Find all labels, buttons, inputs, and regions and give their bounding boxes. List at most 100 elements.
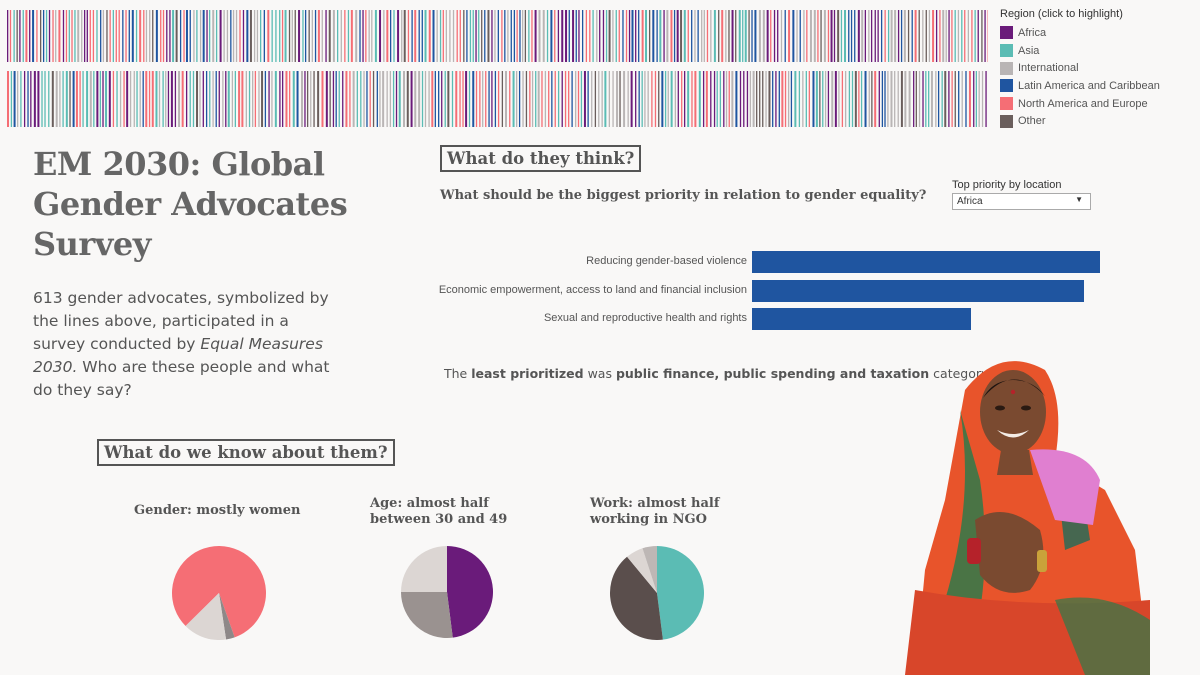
participant-line[interactable] <box>951 10 953 62</box>
participant-line[interactable] <box>72 71 75 127</box>
participant-line[interactable] <box>313 71 315 127</box>
pie-slice[interactable] <box>401 546 447 592</box>
participant-line[interactable] <box>518 71 521 127</box>
participant-line[interactable] <box>10 71 13 127</box>
participant-line[interactable] <box>135 10 138 62</box>
participant-line[interactable] <box>808 71 810 127</box>
participant-line[interactable] <box>877 10 879 62</box>
participant-line[interactable] <box>321 10 323 62</box>
participant-line[interactable] <box>223 10 225 62</box>
participant-line[interactable] <box>837 10 840 62</box>
participant-line[interactable] <box>710 10 712 62</box>
participant-line[interactable] <box>386 10 389 62</box>
participant-line[interactable] <box>372 71 375 127</box>
participant-line[interactable] <box>731 71 734 127</box>
participant-line[interactable] <box>971 10 973 62</box>
participant-line[interactable] <box>694 10 696 62</box>
participant-line[interactable] <box>459 71 461 127</box>
participant-line[interactable] <box>212 10 215 62</box>
legend-item-africa[interactable]: Africa <box>1000 24 1195 42</box>
participant-line[interactable] <box>664 71 667 127</box>
participant-line[interactable] <box>815 71 818 127</box>
participant-line[interactable] <box>602 10 605 62</box>
participant-line[interactable] <box>784 10 786 62</box>
participant-line[interactable] <box>206 10 208 62</box>
participant-line[interactable] <box>99 71 101 127</box>
participant-line[interactable] <box>185 71 188 127</box>
participant-line[interactable] <box>360 71 362 127</box>
participant-line[interactable] <box>112 71 115 127</box>
participant-line[interactable] <box>864 71 867 127</box>
legend-item-north-america-and-europe[interactable]: North America and Europe <box>1000 95 1195 113</box>
pie-slice[interactable] <box>219 593 235 640</box>
participant-line[interactable] <box>45 10 48 62</box>
participant-line[interactable] <box>687 71 690 127</box>
participant-line[interactable] <box>279 71 281 127</box>
participant-line[interactable] <box>29 10 31 62</box>
participant-line[interactable] <box>501 71 504 127</box>
participant-line[interactable] <box>773 10 776 62</box>
participant-line[interactable] <box>564 71 567 127</box>
participant-line[interactable] <box>123 71 125 127</box>
participant-line[interactable] <box>306 71 309 127</box>
participant-line[interactable] <box>82 71 84 127</box>
participant-line[interactable] <box>770 10 772 62</box>
participant-line[interactable] <box>778 71 780 127</box>
participant-line[interactable] <box>868 10 870 62</box>
participant-line[interactable] <box>618 10 620 62</box>
participant-line[interactable] <box>670 71 673 127</box>
participant-line[interactable] <box>942 10 945 62</box>
priority-bar-row[interactable]: Economic empowerment, access to land and… <box>380 280 1120 302</box>
participant-line[interactable] <box>281 71 284 127</box>
pie-slice[interactable] <box>610 556 663 640</box>
participant-line[interactable] <box>884 71 886 127</box>
participant-line[interactable] <box>890 10 893 62</box>
participant-line[interactable] <box>798 71 801 127</box>
participant-line[interactable] <box>939 10 941 62</box>
participant-line[interactable] <box>787 71 790 127</box>
participant-line[interactable] <box>71 10 73 62</box>
participant-line[interactable] <box>41 71 43 127</box>
participant-line[interactable] <box>374 10 377 62</box>
participant-line[interactable] <box>37 71 40 127</box>
participant-line[interactable] <box>452 10 455 62</box>
participant-line[interactable] <box>13 10 15 62</box>
participant-line[interactable] <box>268 71 270 127</box>
participant-line[interactable] <box>436 10 438 62</box>
participant-line[interactable] <box>20 71 22 127</box>
participant-line[interactable] <box>497 10 499 62</box>
participant-line[interactable] <box>151 71 154 127</box>
participant-line[interactable] <box>903 10 906 62</box>
participant-line[interactable] <box>491 71 493 127</box>
participant-line[interactable] <box>235 10 238 62</box>
participant-line[interactable] <box>48 10 51 62</box>
participant-line[interactable] <box>594 71 597 127</box>
participant-line[interactable] <box>487 10 490 62</box>
participant-line[interactable] <box>881 71 884 127</box>
participant-line[interactable] <box>455 71 458 127</box>
participant-line[interactable] <box>589 10 591 62</box>
participant-line[interactable] <box>55 71 58 127</box>
participant-line[interactable] <box>371 10 373 62</box>
participant-line[interactable] <box>242 10 245 62</box>
participant-line[interactable] <box>410 71 413 127</box>
participant-line[interactable] <box>48 71 50 127</box>
participant-line[interactable] <box>914 10 917 62</box>
participant-line[interactable] <box>713 10 716 62</box>
participant-line[interactable] <box>27 71 29 127</box>
participant-line[interactable] <box>961 71 963 127</box>
participant-line[interactable] <box>466 10 468 62</box>
participant-line[interactable] <box>806 10 808 62</box>
participant-line[interactable] <box>246 10 249 62</box>
participant-line[interactable] <box>55 10 57 62</box>
participant-line[interactable] <box>32 10 35 62</box>
participant-line[interactable] <box>389 10 392 62</box>
participant-line[interactable] <box>345 71 348 127</box>
participant-line[interactable] <box>30 71 32 127</box>
participant-line[interactable] <box>449 10 451 62</box>
participant-line[interactable] <box>434 71 436 127</box>
participant-line[interactable] <box>258 71 260 127</box>
participant-line[interactable] <box>325 10 327 62</box>
participant-line[interactable] <box>359 10 361 62</box>
participant-line[interactable] <box>541 71 543 127</box>
